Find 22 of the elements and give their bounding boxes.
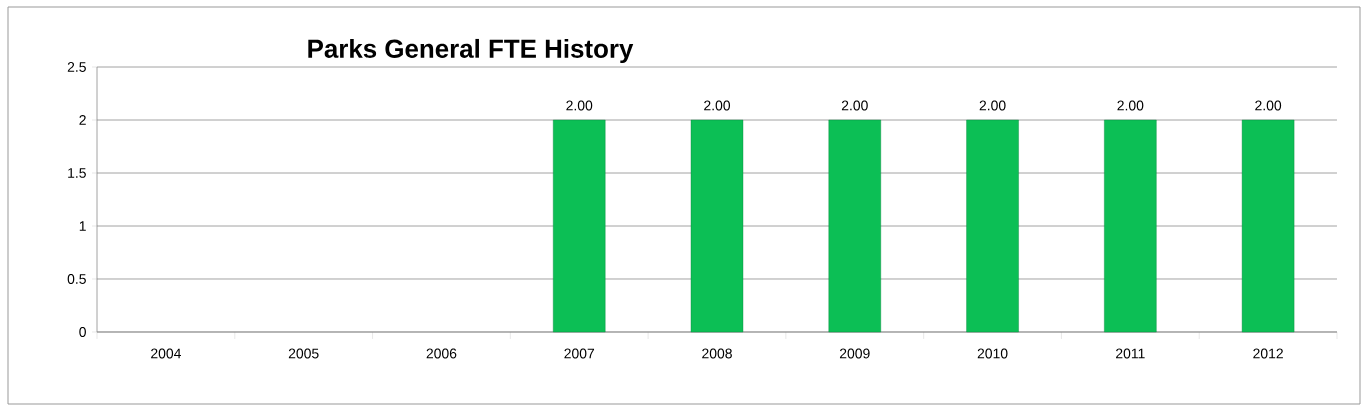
- x-tick-label: 2004: [151, 348, 181, 359]
- y-tick-label: 2.5: [67, 62, 86, 72]
- y-tick-label: 0: [79, 327, 86, 337]
- x-tick-label: 2009: [839, 348, 870, 359]
- x-tick-label: 2005: [288, 348, 319, 359]
- y-tick-label: 1.5: [68, 168, 86, 178]
- x-tick-label: 2010: [977, 348, 1008, 359]
- data-label: 2.00: [566, 100, 593, 111]
- x-tick-label: 2011: [1116, 348, 1145, 359]
- chart-title: Parks General FTE History: [308, 38, 634, 64]
- x-tick-label: 2007: [564, 348, 595, 359]
- data-label: 2.00: [841, 100, 868, 111]
- x-tick-label: 2008: [702, 348, 732, 359]
- y-tick-label: 1: [79, 221, 86, 231]
- x-tick-label: 2006: [426, 348, 457, 359]
- data-label: 2.00: [704, 100, 731, 111]
- data-label: 2.00: [979, 100, 1006, 111]
- data-label: 2.00: [1117, 100, 1144, 111]
- data-label: 2.00: [1255, 100, 1282, 111]
- x-tick-label: 2012: [1253, 348, 1283, 359]
- y-tick-label: 0.5: [67, 274, 86, 284]
- y-tick-label: 2: [79, 115, 86, 125]
